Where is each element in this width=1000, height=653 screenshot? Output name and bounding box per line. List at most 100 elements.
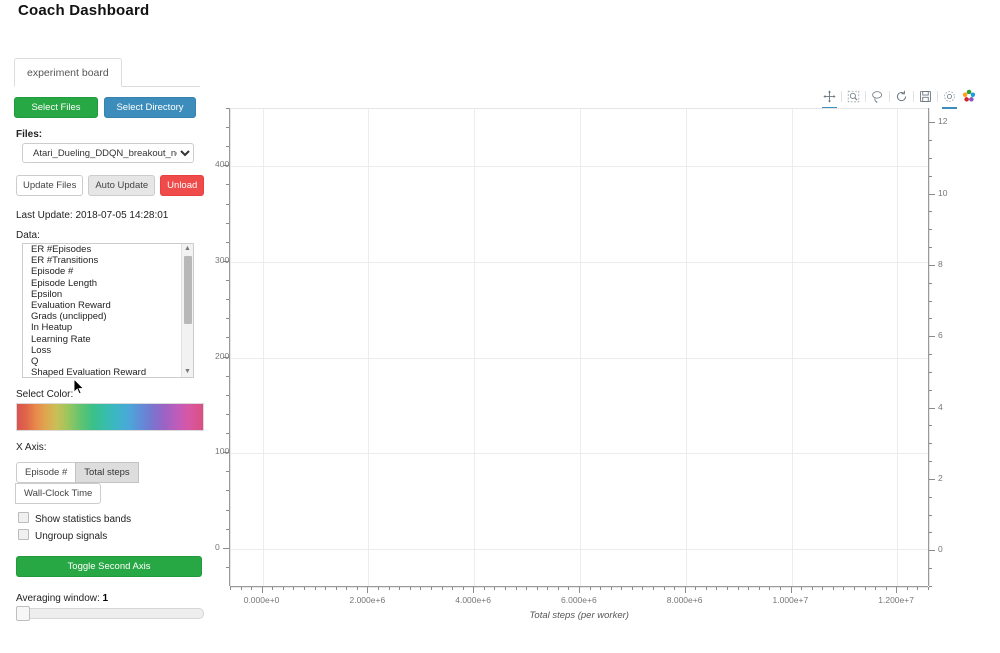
list-item[interactable]: Episode Length bbox=[31, 277, 98, 289]
data-signal-list[interactable]: ER #Episodes ER #Transitions Episode # E… bbox=[22, 243, 194, 378]
x-axis-minor-tick bbox=[864, 587, 866, 590]
slider-track[interactable] bbox=[16, 608, 204, 619]
box-zoom-tool-icon[interactable] bbox=[844, 87, 863, 106]
y2-axis-minor-tick bbox=[929, 247, 932, 249]
x-axis-minor-tick bbox=[621, 587, 623, 590]
y-axis-minor-tick bbox=[226, 337, 229, 339]
list-item[interactable]: Evaluation Reward bbox=[31, 299, 111, 311]
list-item[interactable]: Episode # bbox=[31, 266, 74, 278]
plot-canvas[interactable] bbox=[230, 108, 930, 588]
tab-experiment-board[interactable]: experiment board bbox=[14, 58, 122, 87]
list-item[interactable]: ER #Episodes bbox=[31, 244, 92, 255]
y-axis-minor-tick bbox=[226, 375, 229, 377]
files-select[interactable]: Atari_Dueling_DDQN_breakout_new bbox=[22, 143, 194, 163]
x-axis-minor-tick bbox=[779, 587, 781, 590]
update-files-button[interactable]: Update Files bbox=[16, 175, 84, 196]
reset-tool-icon[interactable] bbox=[892, 87, 911, 106]
list-item[interactable]: Learning Rate bbox=[31, 333, 91, 345]
slider-handle[interactable] bbox=[16, 606, 30, 621]
file-select-button-row: Select Files Select Directory bbox=[14, 97, 215, 118]
x-axis-minor-tick bbox=[663, 587, 665, 590]
select-color-label: Select Color: bbox=[16, 389, 74, 400]
list-item[interactable]: Grads (unclipped) bbox=[31, 311, 107, 323]
y2-axis-tick bbox=[929, 550, 935, 552]
y2-axis-minor-tick bbox=[929, 496, 932, 498]
x-axis-minor-tick bbox=[388, 587, 390, 590]
checkbox-ungroup-signals[interactable]: Ungroup signals bbox=[18, 529, 215, 542]
list-item[interactable]: Shaped Evaluation Reward bbox=[31, 367, 147, 378]
y-axis-minor-tick bbox=[226, 433, 229, 435]
y2-axis-minor-tick bbox=[929, 157, 932, 159]
wheel-zoom-tool-icon[interactable] bbox=[940, 87, 959, 109]
checkbox-icon[interactable] bbox=[18, 529, 29, 540]
grid-vertical bbox=[368, 109, 370, 587]
averaging-window-label: Averaging window: 1 bbox=[16, 593, 215, 604]
files-label: Files: bbox=[16, 129, 43, 140]
x-axis-minor-tick bbox=[705, 587, 707, 590]
color-picker-gradient[interactable] bbox=[16, 403, 204, 431]
y-axis-minor-tick bbox=[226, 241, 229, 243]
y-axis-minor-tick bbox=[226, 222, 229, 224]
y-axis-minor-tick bbox=[226, 509, 229, 511]
chart-container: Total steps (per worker) 0 100 200 300 400 0 2… bbox=[215, 82, 1000, 627]
checkbox-show-statistics-bands[interactable]: Show statistics bands bbox=[18, 512, 215, 525]
toolbar-divider bbox=[937, 90, 938, 102]
list-item[interactable]: Loss bbox=[31, 344, 52, 356]
scroll-up-icon[interactable]: ▲ bbox=[182, 244, 193, 254]
list-item[interactable]: Epsilon bbox=[31, 288, 63, 300]
save-tool-icon[interactable] bbox=[916, 87, 935, 106]
lasso-select-tool-icon[interactable] bbox=[868, 87, 887, 106]
x-axis-tick bbox=[896, 587, 898, 593]
x-axis-option-wall-clock[interactable]: Wall-Clock Time bbox=[15, 483, 102, 504]
unload-button[interactable]: Unload bbox=[160, 175, 205, 196]
y2-axis-tick bbox=[929, 478, 935, 480]
scroll-down-icon[interactable]: ▼ bbox=[182, 367, 193, 377]
toolbar-divider bbox=[865, 90, 866, 102]
checkbox-icon[interactable] bbox=[18, 512, 29, 523]
y-axis-minor-tick bbox=[226, 394, 229, 396]
x-axis-minor-tick bbox=[917, 587, 919, 590]
x-axis-minor-tick bbox=[811, 587, 813, 590]
grid-horizontal bbox=[231, 357, 929, 359]
tab-bar: experiment board bbox=[14, 58, 200, 87]
auto-update-button[interactable]: Auto Update bbox=[88, 175, 156, 196]
averaging-window-slider[interactable] bbox=[16, 606, 204, 621]
list-item[interactable]: In Heatup bbox=[31, 322, 73, 334]
select-files-button[interactable]: Select Files bbox=[14, 97, 98, 118]
x-axis-minor-tick bbox=[494, 587, 496, 590]
x-axis-label: X Axis: bbox=[16, 442, 47, 453]
y2-axis-minor-tick bbox=[929, 175, 932, 177]
x-axis-option-episode[interactable]: Episode # bbox=[16, 462, 77, 483]
y2-axis-minor-tick bbox=[929, 318, 932, 320]
y2-axis-tick bbox=[929, 264, 935, 266]
x-axis-minor-tick bbox=[335, 587, 337, 590]
x-axis-minor-tick bbox=[822, 587, 824, 590]
x-axis-option-total-steps[interactable]: Total steps bbox=[75, 462, 139, 483]
y2-axis-tick-label: 0 bbox=[938, 544, 943, 555]
x-axis-tick-label: 4.000e+6 bbox=[455, 595, 491, 605]
y-axis-line bbox=[229, 108, 230, 586]
y-axis-minor-tick bbox=[226, 280, 229, 282]
list-scrollbar[interactable]: ▲ ▼ bbox=[181, 244, 193, 377]
list-item[interactable]: Q bbox=[31, 355, 39, 367]
x-axis-minor-tick bbox=[420, 587, 422, 590]
grid-vertical bbox=[580, 109, 581, 587]
averaging-window-value: 1 bbox=[102, 593, 109, 604]
x-axis-tick-label: 8.000e+6 bbox=[666, 595, 703, 605]
y2-axis-minor-tick bbox=[929, 354, 932, 356]
x-axis-minor-tick bbox=[716, 587, 718, 590]
x-axis-line bbox=[230, 586, 928, 587]
bokeh-logo-icon bbox=[959, 87, 978, 106]
scrollbar-thumb[interactable] bbox=[183, 256, 192, 324]
list-item[interactable]: ER #Transitions bbox=[31, 255, 99, 267]
y2-axis-minor-tick bbox=[929, 443, 932, 445]
x-axis-minor-tick bbox=[674, 587, 676, 590]
page-title: Coach Dashboard bbox=[18, 2, 150, 19]
x-axis-title: Total steps (per worker) bbox=[529, 610, 629, 621]
select-directory-button[interactable]: Select Directory bbox=[104, 97, 196, 118]
x-axis-button-group: Episode # Total stepsWall-Clock Time bbox=[15, 462, 215, 504]
toggle-second-axis-button[interactable]: Toggle Second Axis bbox=[16, 556, 202, 577]
pan-tool-icon[interactable] bbox=[820, 87, 839, 109]
chart-toolbar bbox=[820, 86, 978, 109]
control-panel: experiment board Select Files Select Dire… bbox=[0, 58, 215, 621]
